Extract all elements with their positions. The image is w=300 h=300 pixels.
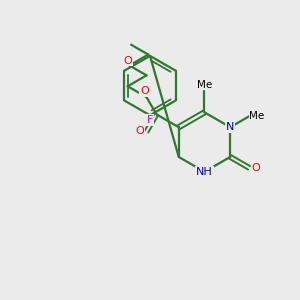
Text: O: O [252,163,260,173]
Text: Me: Me [249,111,264,121]
Text: O: O [123,56,132,65]
Text: N: N [226,122,234,132]
Text: NH: NH [196,167,213,177]
Text: O: O [123,56,132,65]
Text: O: O [252,163,260,173]
Text: F: F [147,115,153,125]
Text: N: N [226,122,234,132]
Text: Me: Me [197,80,212,90]
Text: NH: NH [196,167,213,177]
Text: O: O [140,86,149,96]
Text: O: O [140,86,149,96]
Text: O: O [135,127,144,136]
Text: F: F [147,115,153,125]
Text: O: O [135,127,144,136]
